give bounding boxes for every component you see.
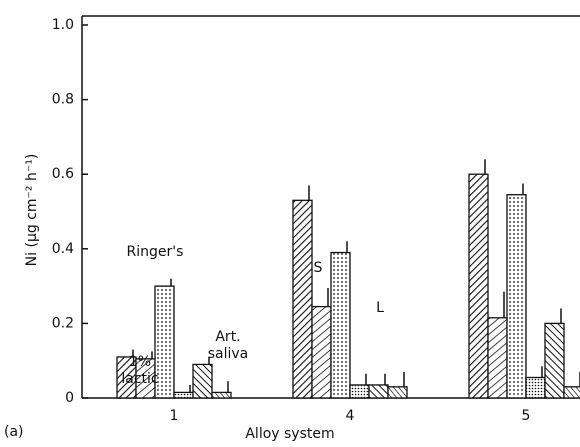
bar (154, 285, 175, 399)
annotation: lactic (121, 371, 158, 387)
bar (544, 322, 565, 399)
annotation: 1% (129, 354, 151, 370)
bar (173, 391, 194, 399)
bar (292, 199, 313, 399)
y-tick-label: 0.8 (52, 92, 74, 108)
y-tick-label: 0.6 (52, 166, 74, 182)
bar (192, 363, 213, 399)
bar (487, 317, 508, 399)
panel-label: (a) (4, 424, 24, 440)
x-tick-label: 4 (346, 408, 355, 424)
bar (330, 251, 351, 399)
annotation: Art. (215, 329, 240, 345)
annotation: L (376, 300, 384, 316)
bar (368, 384, 389, 399)
y-tick-label: 0.4 (52, 241, 74, 257)
bar (311, 305, 332, 399)
bar (211, 391, 232, 399)
x-tick-label: 5 (522, 408, 531, 424)
bar (468, 173, 489, 399)
bar (387, 386, 408, 399)
bar (349, 384, 370, 399)
annotation: S (314, 260, 323, 276)
y-tick-label: 0 (65, 390, 74, 406)
y-tick-label: 0.2 (52, 315, 74, 331)
x-tick-label: 1 (170, 408, 179, 424)
bar (506, 194, 527, 399)
annotation: Ringer's (127, 244, 184, 260)
bar (563, 386, 580, 399)
annotation: saliva (208, 346, 249, 362)
y-axis-label: Ni (μg cm⁻² h⁻¹) (24, 154, 40, 267)
bar (525, 376, 546, 399)
y-tick-label: 1.0 (52, 17, 74, 33)
x-axis-label: Alloy system (245, 426, 334, 442)
